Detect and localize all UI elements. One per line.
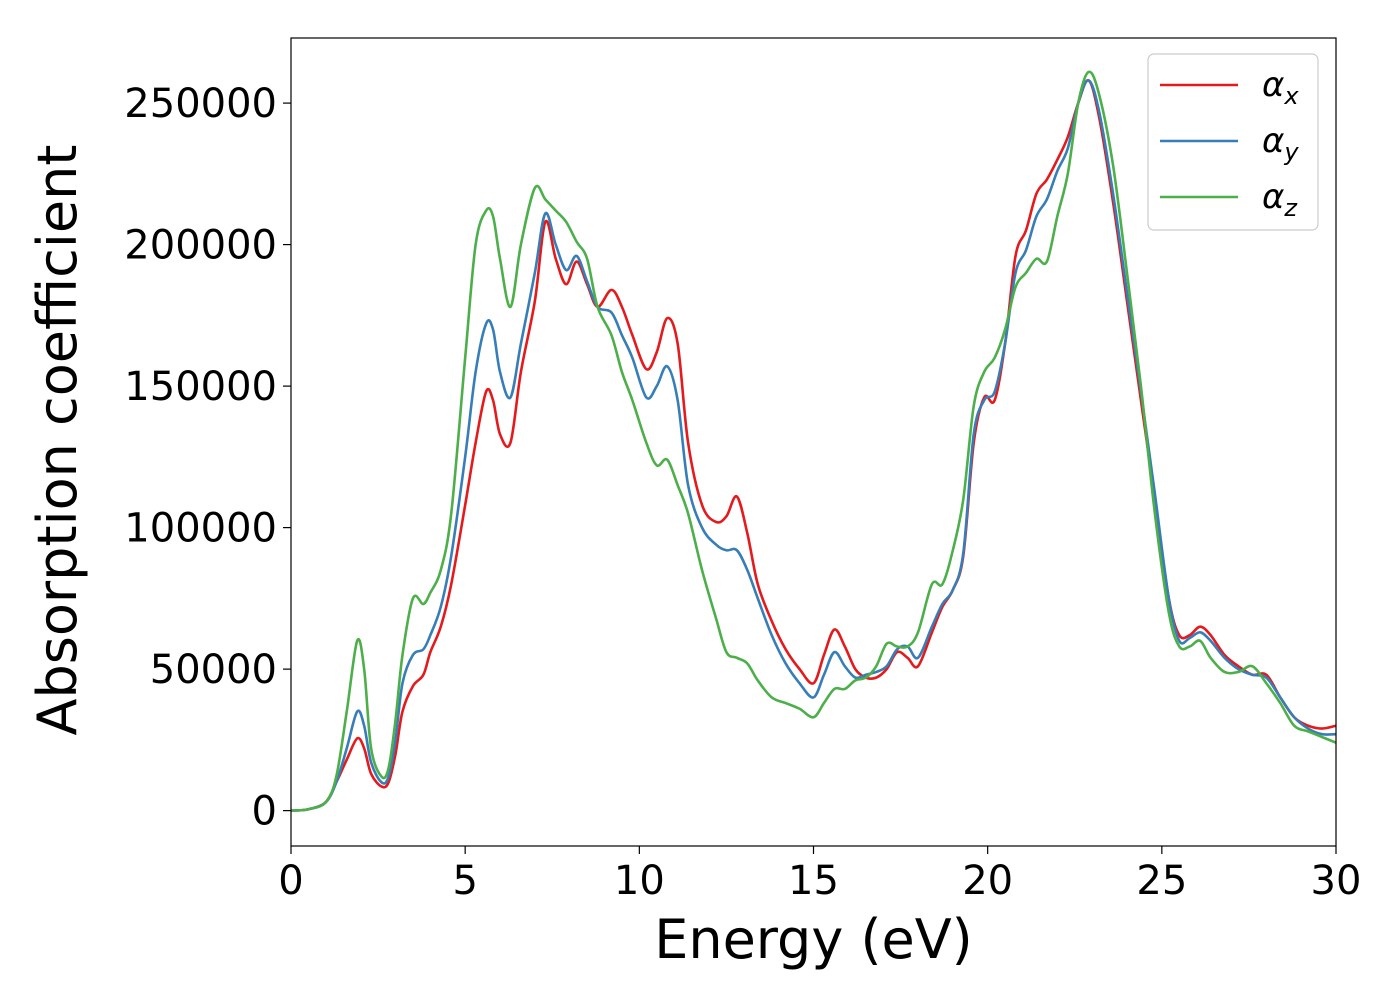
y-axis-ticks: 0 50000 100000 150000 200000 250000 (124, 81, 291, 835)
y-tick-label: 200000 (124, 223, 277, 269)
x-tick-label: 30 (1311, 858, 1362, 904)
x-tick-label: 0 (278, 858, 303, 904)
x-tick-label: 15 (788, 858, 839, 904)
legend-label-z: αz (1262, 177, 1298, 222)
legend-label-y: αy (1262, 121, 1299, 166)
x-axis-ticks: 0 5 10 15 20 25 30 (278, 846, 1361, 904)
y-tick-label: 150000 (124, 364, 277, 410)
y-tick-label: 50000 (150, 647, 277, 693)
x-tick-label: 10 (614, 858, 665, 904)
x-tick-label: 20 (962, 858, 1013, 904)
y-tick-label: 0 (252, 789, 277, 835)
x-tick-label: 5 (452, 858, 477, 904)
y-tick-label: 100000 (124, 506, 277, 552)
legend: αx αy αz (1147, 53, 1319, 231)
x-axis-label: Energy (eV) (654, 908, 973, 971)
x-tick-label: 25 (1136, 858, 1187, 904)
y-tick-label: 250000 (124, 81, 277, 127)
series-line-z (291, 70, 1336, 812)
y-axis-label: Absorption coefficient (26, 145, 89, 736)
legend-label-x: αx (1262, 65, 1299, 110)
series-layer (291, 70, 1336, 812)
